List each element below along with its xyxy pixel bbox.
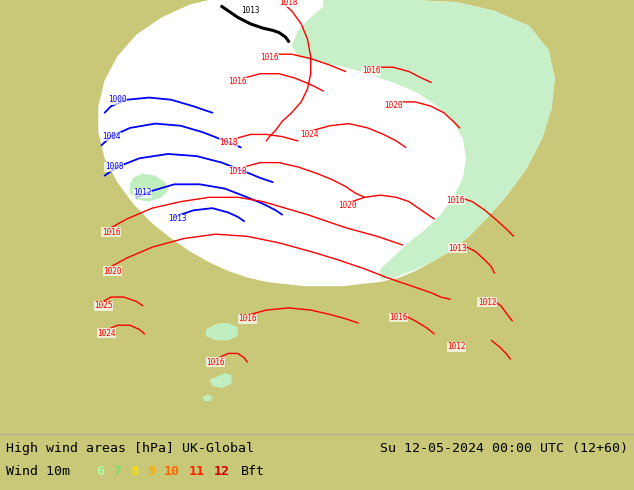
Text: 1016: 1016 [361,66,380,75]
Text: 1018: 1018 [228,167,247,176]
Text: 1016: 1016 [260,53,279,62]
Text: Su 12-05-2024 00:00 UTC (12+60): Su 12-05-2024 00:00 UTC (12+60) [380,442,628,455]
Text: 1000: 1000 [108,95,127,104]
Polygon shape [209,373,231,388]
Text: High wind areas [hPa] UK-Global: High wind areas [hPa] UK-Global [6,442,254,455]
Polygon shape [292,0,555,280]
Text: 1018: 1018 [219,138,238,147]
Text: 8: 8 [130,466,138,478]
Polygon shape [98,0,555,286]
Text: 1024: 1024 [300,130,319,139]
Text: 1016: 1016 [389,313,408,322]
Text: 1016: 1016 [228,77,247,86]
Text: 7: 7 [113,466,121,478]
Text: 1008: 1008 [105,163,124,172]
Text: 1004: 1004 [101,132,120,141]
Text: 9: 9 [147,466,155,478]
Text: Bft: Bft [241,466,265,478]
Polygon shape [206,323,238,341]
Text: 1012: 1012 [447,343,466,351]
Polygon shape [203,394,212,401]
Text: 6: 6 [96,466,104,478]
Text: Wind 10m: Wind 10m [6,466,70,478]
Text: 1013: 1013 [168,215,187,223]
Polygon shape [130,173,168,202]
Text: 1020: 1020 [384,101,403,110]
Text: 1012: 1012 [133,189,152,197]
Text: 1018: 1018 [279,0,298,7]
Text: 12: 12 [214,466,230,478]
Text: 1016: 1016 [206,358,225,367]
Text: 1016: 1016 [238,314,257,323]
Text: 1013: 1013 [448,244,467,252]
Text: 1025: 1025 [94,301,113,310]
Text: 1024: 1024 [97,328,116,338]
Text: 1013: 1013 [241,6,260,15]
Text: 1012: 1012 [477,298,496,307]
Text: 1016: 1016 [101,227,120,237]
Text: 1016: 1016 [446,196,465,205]
Text: 1020: 1020 [338,201,357,211]
Text: 11: 11 [189,466,205,478]
Text: 1020: 1020 [103,267,122,275]
Text: 10: 10 [164,466,180,478]
